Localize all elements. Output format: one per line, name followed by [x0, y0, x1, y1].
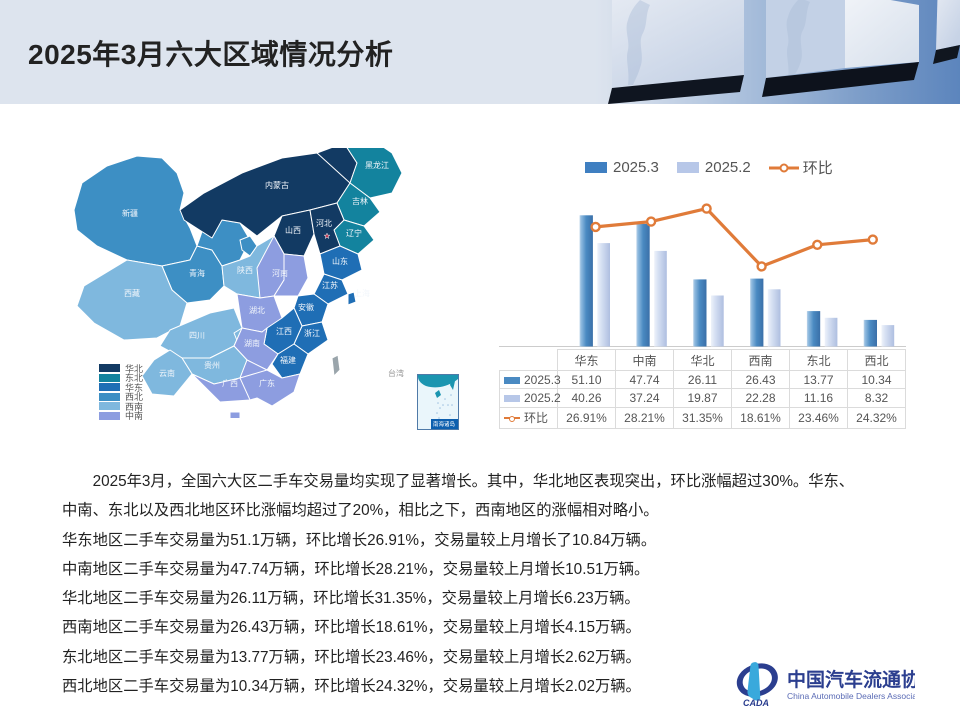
- svg-text:湖南: 湖南: [244, 338, 260, 348]
- svg-text:陕西: 陕西: [237, 265, 253, 275]
- svg-text:China Automobile Dealers Assoc: China Automobile Dealers Association: [787, 691, 915, 701]
- svg-text:云南: 云南: [159, 368, 175, 378]
- svg-text:内蒙古: 内蒙古: [265, 180, 289, 190]
- svg-text:山东: 山东: [332, 256, 348, 266]
- svg-text:广东: 广东: [259, 378, 275, 388]
- svg-text:青海: 青海: [189, 268, 205, 278]
- svg-text:上海: 上海: [354, 288, 370, 298]
- svg-text:湖北: 湖北: [249, 306, 265, 315]
- svg-text:河北: 河北: [316, 218, 332, 228]
- svg-text:浙江: 浙江: [304, 328, 320, 338]
- svg-text:西藏: 西藏: [124, 288, 140, 298]
- svg-text:吉林: 吉林: [352, 196, 368, 206]
- svg-text:安徽: 安徽: [298, 302, 314, 312]
- svg-text:河南: 河南: [272, 268, 288, 278]
- svg-text:广西: 广西: [222, 378, 238, 388]
- svg-text:山西: 山西: [285, 225, 301, 235]
- svg-text:新疆: 新疆: [122, 208, 138, 218]
- svg-text:四川: 四川: [189, 331, 205, 340]
- svg-text:福建: 福建: [280, 355, 296, 365]
- svg-text:贵州: 贵州: [204, 360, 220, 370]
- svg-text:中国汽车流通协会: 中国汽车流通协会: [787, 668, 915, 691]
- svg-text:江苏: 江苏: [322, 280, 338, 290]
- svg-text:南海诸岛: 南海诸岛: [433, 420, 456, 428]
- svg-text:黑龙江: 黑龙江: [365, 160, 389, 170]
- svg-text:CADA: CADA: [743, 698, 769, 708]
- svg-text:辽宁: 辽宁: [346, 228, 362, 238]
- svg-text:江西: 江西: [276, 327, 292, 336]
